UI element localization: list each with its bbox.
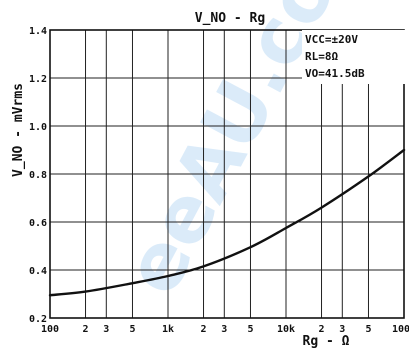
x-tick-label: 3 <box>221 324 227 335</box>
x-tick-label: 2 <box>201 324 207 335</box>
y-tick-label: 1.2 <box>29 74 47 85</box>
x-tick-label: 3 <box>339 324 345 335</box>
x-tick-label: 5 <box>365 324 371 335</box>
x-tick-label: 1k <box>162 324 174 335</box>
x-tick-label: 10k <box>277 324 295 335</box>
conditions-box <box>302 30 406 84</box>
y-axis-label: V_NO - mVrms <box>11 83 26 177</box>
series-layer <box>48 148 406 297</box>
y-tick-label: 0.2 <box>29 314 47 325</box>
tick-labels: 100 2 3 5 1k 2 3 5 10k 2 3 5 100k 0.2 0.4 0.6 0.8 1.0 1.2 1… <box>29 26 409 335</box>
y-tick-label: 1.4 <box>29 26 47 37</box>
x-axis-label: Rg - Ω <box>303 334 350 349</box>
x-tick-label: 5 <box>247 324 253 335</box>
plot-frame <box>49 29 405 319</box>
x-tick-label: 100 <box>41 324 59 335</box>
condition-vcc: VCC=±20V <box>305 33 358 46</box>
x-tick-label: 2 <box>319 324 325 335</box>
x-tick-label: 3 <box>103 324 109 335</box>
condition-rl: RL=8Ω <box>305 50 338 63</box>
y-tick-label: 1.0 <box>29 122 47 133</box>
y-tick-label: 0.8 <box>29 170 47 181</box>
y-tick-label: 0.6 <box>29 218 47 229</box>
x-tick-label: 2 <box>83 324 89 335</box>
x-tick-label: 100k <box>392 324 409 335</box>
condition-vo: VO=41.5dB <box>305 67 365 80</box>
series-line <box>48 148 406 297</box>
chart-title: V_NO - Rg <box>195 11 265 26</box>
x-tick-label: 5 <box>129 324 135 335</box>
y-tick-label: 0.4 <box>29 266 47 277</box>
